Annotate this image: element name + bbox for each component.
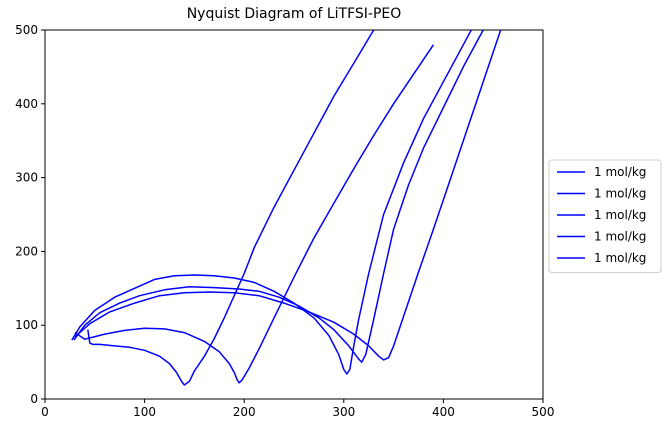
y-tick-label: 100: [15, 318, 38, 332]
y-tick-label: 500: [15, 23, 38, 37]
series-line-1: [87, 30, 375, 386]
chart-title: Nyquist Diagram of LiTFSI-PEO: [187, 6, 402, 22]
legend-box: [548, 159, 662, 273]
x-tick-label: 100: [133, 405, 156, 419]
legend-label: 1 mol/kg: [594, 187, 646, 201]
x-tick-label: 500: [532, 405, 555, 419]
x-tick-label: 400: [432, 405, 455, 419]
y-tick-label: 200: [15, 244, 38, 258]
y-tick-label: 400: [15, 97, 38, 111]
y-tick-label: 300: [15, 171, 38, 185]
legend-label: 1 mol/kg: [594, 208, 646, 222]
legend: 1 mol/kg 1 mol/kg 1 mol/kg 1 mol/kg 1 mol/kg: [548, 159, 662, 273]
x-tick-label: 200: [233, 405, 256, 419]
y-axis: 0 100 200 300 400 500: [15, 23, 45, 406]
series-line-2: [74, 44, 435, 384]
series-layer: [71, 30, 502, 386]
x-tick-label: 300: [332, 405, 355, 419]
series-line-3: [71, 30, 473, 375]
series-line-4: [73, 30, 484, 363]
legend-label: 1 mol/kg: [594, 230, 646, 244]
legend-label: 1 mol/kg: [594, 165, 646, 179]
plot-frame: [44, 29, 544, 400]
x-axis: 0 100 200 300 400 500: [41, 399, 554, 419]
legend-label: 1 mol/kg: [594, 251, 646, 265]
y-tick-label: 0: [30, 392, 38, 406]
series-line-5: [74, 30, 502, 361]
x-tick-label: 0: [41, 405, 49, 419]
